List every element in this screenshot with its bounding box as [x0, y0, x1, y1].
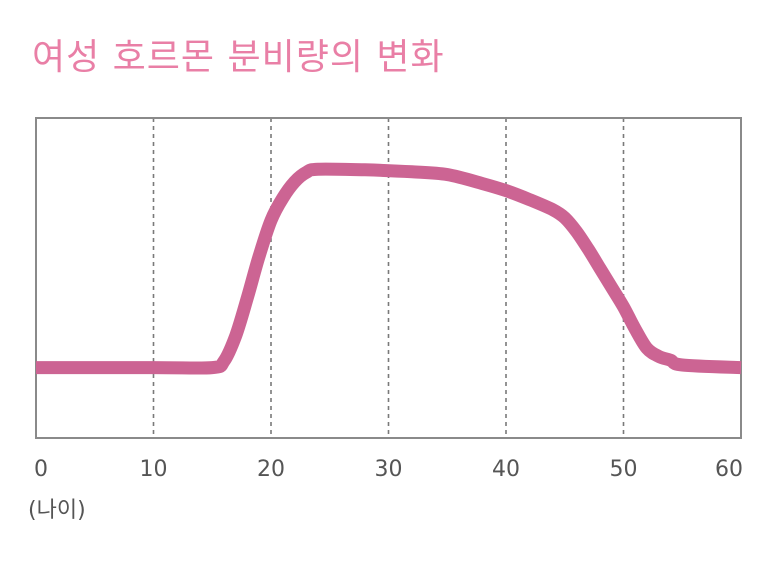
x-tick-label-20: 20: [257, 457, 285, 482]
x-tick-label-60: 60: [715, 457, 743, 482]
x-tick-label-10: 10: [140, 457, 168, 482]
x-axis-label: (나이): [28, 498, 86, 523]
x-tick-label-40: 40: [492, 457, 520, 482]
plot-frame: [35, 117, 742, 439]
x-tick-label-30: 30: [375, 457, 403, 482]
chart-title: 여성 호르몬 분비량의 변화: [32, 37, 445, 78]
series-group: [36, 162, 742, 375]
series-line-0: [36, 162, 742, 375]
x-tick-labels: 0 10 20 30 40 50 60: [34, 457, 743, 482]
x-tick-label-0: 0: [34, 457, 48, 482]
grid-lines: [152, 118, 625, 438]
x-tick-label-50: 50: [610, 457, 638, 482]
